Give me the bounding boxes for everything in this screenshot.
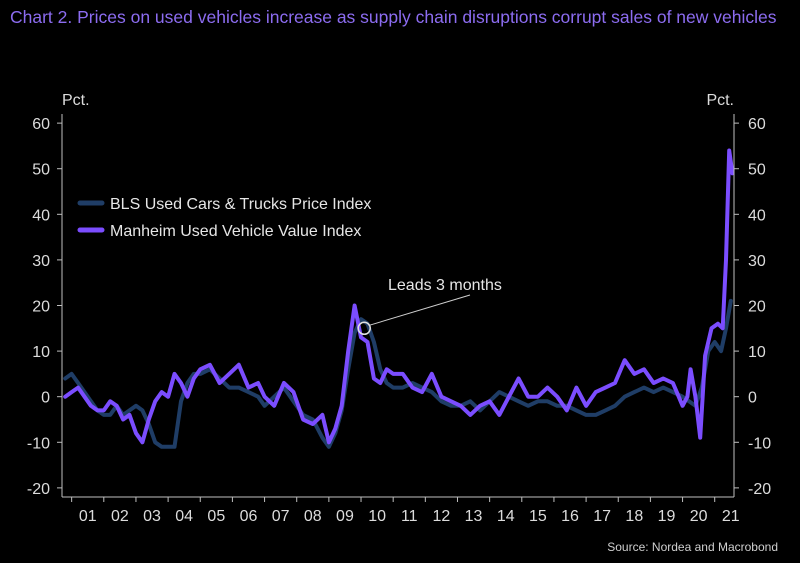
x-tick-label: 19 — [658, 508, 676, 525]
x-ticks: 01 02 03 04 05 06 07 08 09 10 11 12 13 14 15 16 17 18 19 20… — [71, 497, 740, 525]
y-tick-label-right: -20 — [748, 481, 771, 498]
y-tick-label-left: 20 — [32, 299, 50, 316]
x-tick-label: 06 — [240, 508, 258, 525]
y-tick-label-right: -10 — [748, 435, 771, 452]
y-tick-label-right: 0 — [748, 390, 757, 407]
right-unit-label: Pct. — [706, 92, 734, 109]
chart-title: Chart 2. Prices on used vehicles increas… — [10, 7, 777, 27]
x-tick-label: 07 — [272, 508, 290, 525]
x-tick-label: 12 — [433, 508, 451, 525]
y-ticks-left: -20 -10 0 10 20 30 40 50 60 — [27, 116, 62, 498]
left-unit-label: Pct. — [62, 92, 90, 109]
x-tick-label: 18 — [625, 508, 643, 525]
x-tick-label: 15 — [529, 508, 547, 525]
y-tick-label-right: 40 — [748, 207, 766, 224]
source-note: Source: Nordea and Macrobond — [607, 540, 778, 554]
y-ticks-right: -20 -10 0 10 20 30 40 50 60 — [734, 116, 771, 498]
y-tick-label-right: 20 — [748, 299, 766, 316]
annotation: Leads 3 months — [357, 277, 502, 336]
x-tick-label: 09 — [336, 508, 354, 525]
axes — [61, 114, 735, 498]
x-tick-label: 20 — [690, 508, 708, 525]
y-tick-label-right: 30 — [748, 253, 766, 270]
y-tick-label-right: 50 — [748, 162, 766, 179]
x-tick-label: 03 — [143, 508, 161, 525]
y-tick-label-left: -10 — [27, 435, 50, 452]
y-tick-label-left: 50 — [32, 162, 50, 179]
y-tick-label-left: 0 — [41, 390, 50, 407]
x-tick-label: 17 — [593, 508, 611, 525]
annotation-text: Leads 3 months — [388, 277, 502, 294]
annotation-marker — [357, 321, 371, 336]
series-layer — [63, 148, 735, 449]
x-tick-label: 02 — [111, 508, 129, 525]
legend: BLS Used Cars & Trucks Price Index Manhe… — [77, 196, 371, 240]
y-tick-label-left: 30 — [32, 253, 50, 270]
x-tick-label: 01 — [79, 508, 97, 525]
legend-label-manheim: Manheim Used Vehicle Value Index — [110, 223, 361, 240]
series-line-manheim — [63, 148, 735, 445]
annotation-leader-line — [369, 294, 471, 326]
x-tick-label: 13 — [465, 508, 483, 525]
x-tick-label: 05 — [207, 508, 225, 525]
x-tick-label: 10 — [368, 508, 386, 525]
series-line-bls — [63, 298, 733, 449]
y-tick-label-left: -20 — [27, 481, 50, 498]
x-tick-label: 04 — [175, 508, 193, 525]
legend-label-bls: BLS Used Cars & Trucks Price Index — [110, 196, 371, 213]
x-tick-label: 14 — [497, 508, 515, 525]
y-tick-label-left: 40 — [32, 207, 50, 224]
x-tick-label: 11 — [401, 508, 418, 525]
y-tick-label-left: 60 — [32, 116, 50, 133]
y-tick-label-left: 10 — [32, 344, 50, 361]
x-tick-label: 16 — [561, 508, 579, 525]
x-tick-label: 08 — [304, 508, 322, 525]
y-tick-label-right: 60 — [748, 116, 766, 133]
x-tick-label: 21 — [722, 508, 740, 525]
y-tick-label-right: 10 — [748, 344, 766, 361]
